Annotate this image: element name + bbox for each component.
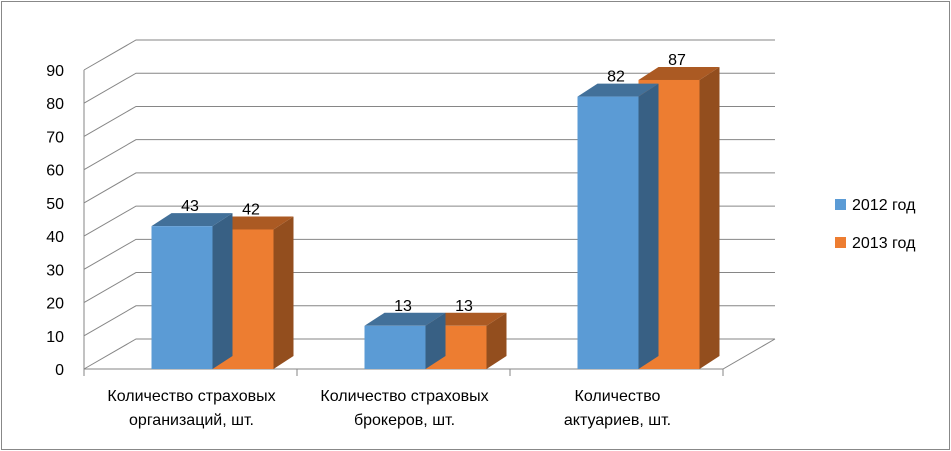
y-tick-label: 60 bbox=[46, 163, 64, 180]
gridline bbox=[83, 172, 775, 204]
legend-label: 2012 год bbox=[852, 197, 916, 214]
data-label: 13 bbox=[394, 298, 412, 315]
bar bbox=[151, 226, 213, 369]
category-label: Количество страховых bbox=[320, 388, 488, 405]
gridlines bbox=[83, 39, 776, 376]
y-tick-label: 0 bbox=[55, 362, 64, 379]
bars bbox=[151, 66, 720, 370]
bar-side bbox=[486, 312, 507, 369]
data-label: 42 bbox=[242, 201, 260, 218]
category-label: актуариев, шт. bbox=[564, 412, 671, 429]
legend-swatch bbox=[835, 199, 846, 210]
data-label: 13 bbox=[455, 298, 473, 315]
bar-side bbox=[638, 83, 659, 370]
gridline bbox=[83, 338, 775, 370]
category-label: Количество страховых bbox=[107, 388, 275, 405]
bar-side bbox=[699, 66, 720, 369]
gridline bbox=[83, 39, 775, 71]
category-label: брокеров, шт. bbox=[354, 412, 455, 429]
gridline bbox=[83, 238, 775, 270]
labels: 0 10 20 30 40 50 60 70 80 90 42 43 Количество страхо… bbox=[46, 52, 686, 429]
y-tick-label: 40 bbox=[46, 229, 64, 246]
bar-top bbox=[577, 83, 659, 97]
bar-top bbox=[212, 216, 294, 230]
category-label: организаций, шт. bbox=[129, 412, 254, 429]
bar-top bbox=[638, 66, 720, 80]
y-tick-label: 10 bbox=[46, 329, 64, 346]
bar-top bbox=[364, 312, 446, 326]
gridline bbox=[83, 105, 775, 137]
data-label: 82 bbox=[607, 69, 625, 86]
gridline bbox=[83, 205, 775, 237]
bar-side bbox=[425, 312, 446, 369]
bar-side bbox=[273, 216, 294, 369]
gridline bbox=[83, 272, 775, 303]
data-label: 87 bbox=[668, 52, 686, 69]
legend-swatch bbox=[835, 237, 846, 248]
y-tick-label: 90 bbox=[46, 63, 64, 80]
bar-side bbox=[212, 213, 233, 369]
gridline bbox=[83, 72, 775, 104]
bar bbox=[364, 325, 426, 369]
legend: 2012 год 2013 год bbox=[835, 197, 916, 252]
y-tick-label: 30 bbox=[46, 262, 64, 279]
bar-top bbox=[425, 312, 507, 326]
bar-top bbox=[151, 213, 233, 227]
gridline bbox=[83, 139, 775, 171]
y-tick-label: 20 bbox=[46, 296, 64, 313]
legend-label: 2013 год bbox=[852, 235, 916, 252]
data-label: 43 bbox=[181, 198, 199, 215]
y-tick-label: 70 bbox=[46, 129, 64, 146]
category-label: Количество bbox=[575, 388, 661, 405]
y-tick-label: 80 bbox=[46, 96, 64, 113]
gridline bbox=[83, 305, 775, 337]
bar bbox=[577, 96, 639, 370]
y-tick-label: 50 bbox=[46, 196, 64, 213]
